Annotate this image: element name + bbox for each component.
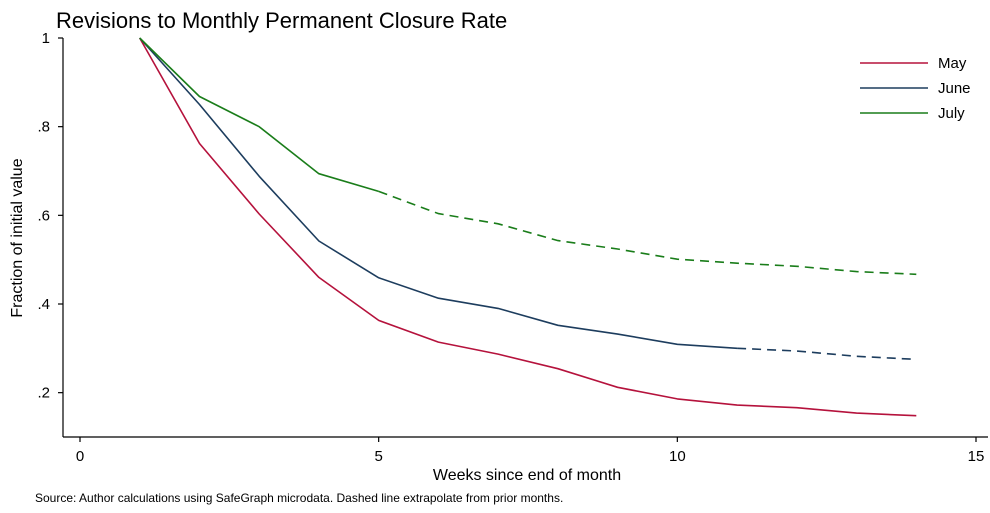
y-tick-label: .2 bbox=[37, 385, 50, 402]
x-tick-label: 10 bbox=[669, 448, 686, 465]
y-axis-ticks: .2 .4 .6 .8 1 bbox=[37, 30, 63, 402]
plot-area: .2 .4 .6 .8 1 0 5 10 15 bbox=[37, 30, 988, 465]
y-tick-label: .4 bbox=[37, 296, 50, 313]
y-tick-label: .8 bbox=[37, 119, 50, 136]
x-tick-label: 5 bbox=[374, 448, 382, 465]
series-line-may bbox=[139, 37, 917, 417]
series-line-july bbox=[139, 37, 379, 193]
y-tick-label: 1 bbox=[42, 30, 50, 47]
series-layer bbox=[139, 37, 917, 417]
series-line-june bbox=[139, 37, 738, 350]
x-tick-label: 0 bbox=[76, 448, 84, 465]
x-tick-label: 15 bbox=[968, 448, 985, 465]
y-tick-label: .6 bbox=[37, 207, 50, 224]
legend: May June July bbox=[860, 55, 971, 122]
legend-label-may: May bbox=[938, 55, 967, 72]
y-axis-title: Fraction of initial value bbox=[9, 158, 26, 317]
series-line-july-extrapolated bbox=[378, 190, 917, 276]
source-note: Source: Author calculations using SafeGr… bbox=[35, 491, 563, 505]
x-axis-title: Weeks since end of month bbox=[433, 467, 621, 484]
series-line-june-extrapolated bbox=[737, 347, 917, 361]
legend-label-july: July bbox=[938, 105, 965, 122]
legend-label-june: June bbox=[938, 80, 971, 97]
chart-title: Revisions to Monthly Permanent Closure R… bbox=[56, 8, 507, 33]
x-axis-ticks: 0 5 10 15 bbox=[76, 437, 985, 465]
